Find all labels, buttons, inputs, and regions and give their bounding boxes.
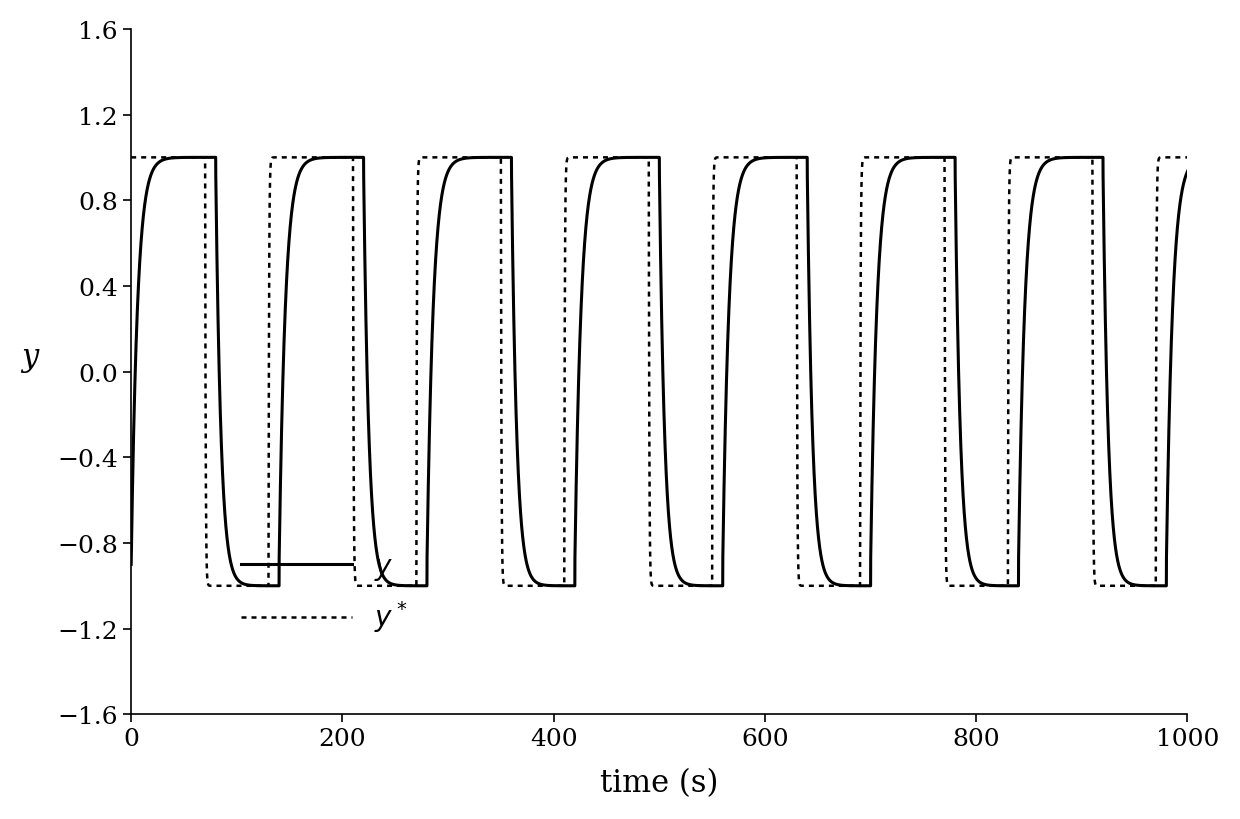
$y$ xyxy=(1159,581,1174,591)
$y$ xyxy=(186,153,201,163)
$y^*$ xyxy=(1149,172,1164,182)
$y^*$ xyxy=(248,581,263,591)
$y$ xyxy=(348,153,363,163)
$y$ xyxy=(1180,167,1195,177)
$y^*$ xyxy=(124,153,139,163)
$y^*$ xyxy=(1180,153,1195,163)
X-axis label: time (s): time (s) xyxy=(600,767,718,799)
$y$ xyxy=(124,559,139,569)
$y^*$ xyxy=(348,580,363,590)
$y$ xyxy=(1149,581,1164,591)
$y^*$ xyxy=(134,153,149,163)
Legend: $y$, $y^*$: $y$, $y^*$ xyxy=(229,541,419,646)
$y$ xyxy=(248,581,263,590)
Y-axis label: y: y xyxy=(21,342,38,372)
$y$ xyxy=(904,154,919,164)
$y^*$ xyxy=(186,153,201,163)
$y$ xyxy=(1095,153,1110,163)
Line: $y$: $y$ xyxy=(131,158,1188,586)
Line: $y^*$: $y^*$ xyxy=(131,158,1188,586)
$y$ xyxy=(598,156,613,166)
$y^*$ xyxy=(904,153,919,163)
$y^*$ xyxy=(218,581,233,591)
$y^*$ xyxy=(598,153,613,163)
